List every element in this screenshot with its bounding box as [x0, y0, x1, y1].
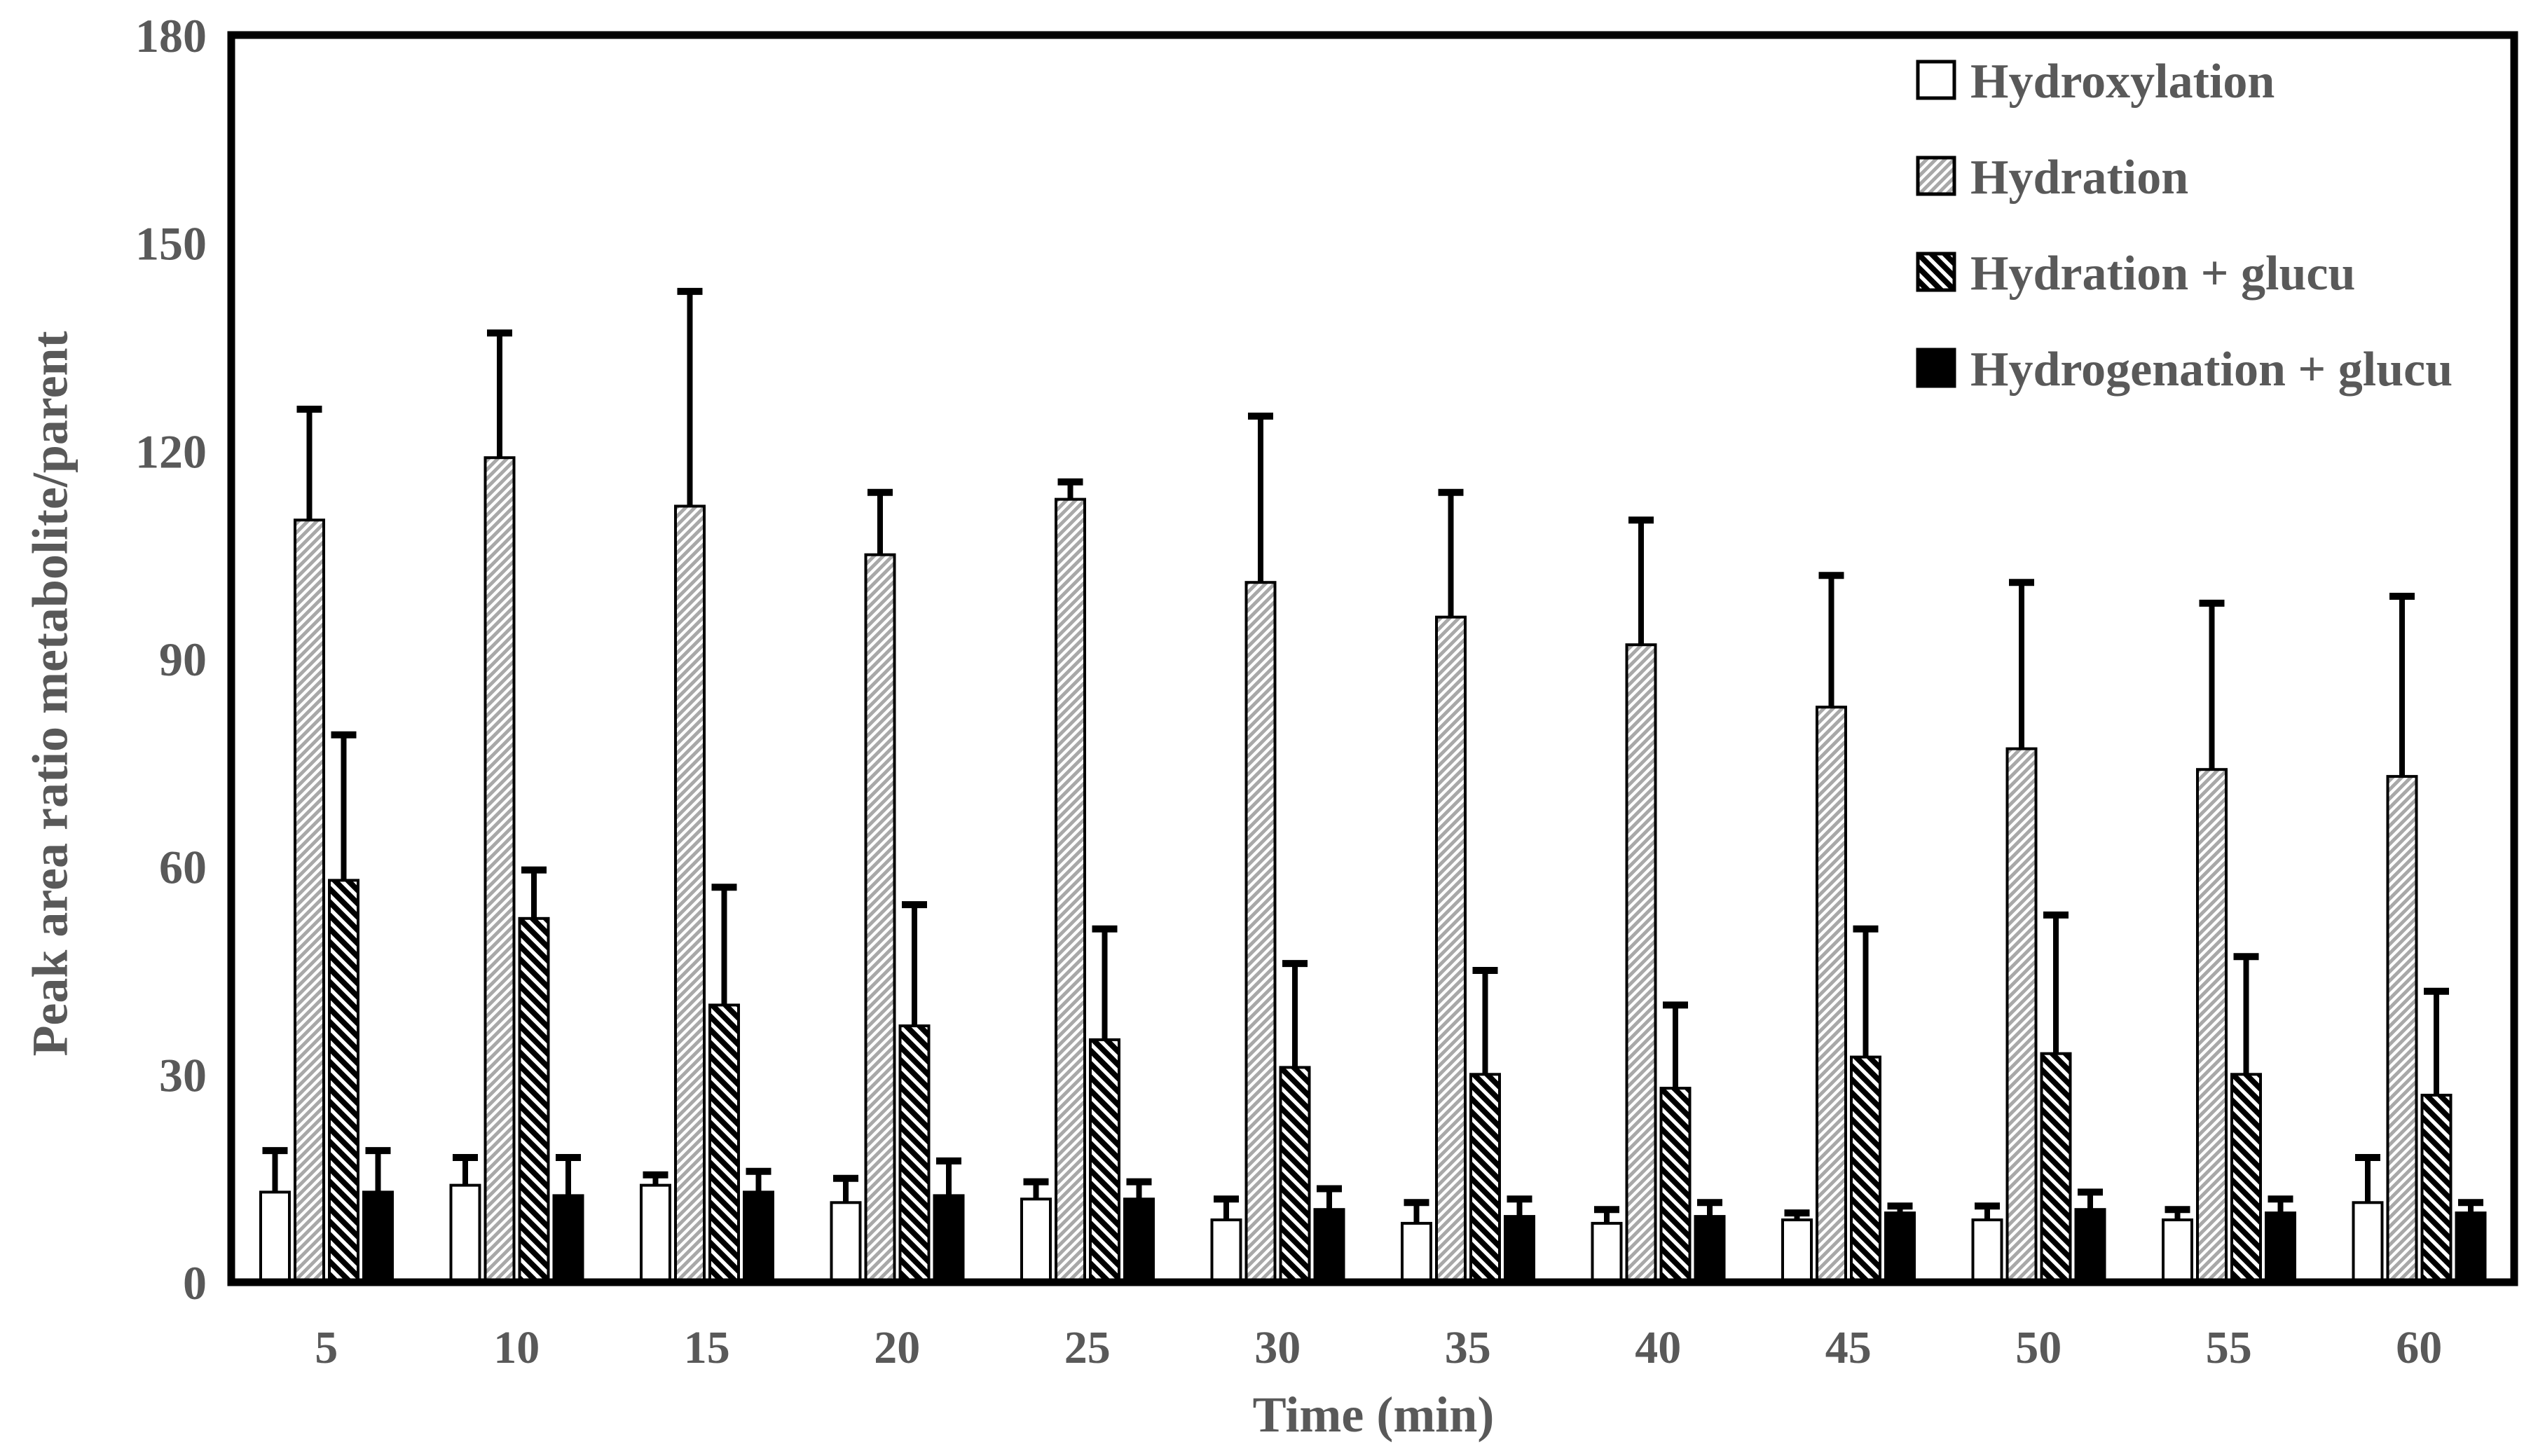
bar-hydrogenation-glucu-15: [743, 1190, 774, 1284]
x-tick-label-20: 20: [874, 1322, 920, 1373]
bar-hydrogenation-glucu-50: [2074, 1208, 2106, 1284]
plot-border: [227, 31, 2518, 1286]
bar-hydrogenation-glucu-25: [1123, 1197, 1155, 1284]
bar-hydration-glucu-35: [1469, 1073, 1501, 1284]
bar-hydroxylation-15: [640, 1183, 671, 1284]
bar-hydrogenation-glucu-10: [552, 1194, 584, 1284]
bar-hydrogenation-glucu-45: [1884, 1211, 1916, 1284]
bar-hydration-30: [1244, 581, 1277, 1284]
bar-hydration-5: [294, 518, 325, 1284]
legend: Hydroxylation Hydration Hydration + glucu H…: [1916, 55, 2453, 397]
legend-swatch-hydration-glucu: [1916, 252, 1956, 292]
bar-hydrogenation-glucu-5: [362, 1190, 394, 1284]
bar-hydroxylation-45: [1781, 1218, 1813, 1284]
bar-hydration-glucu-50: [2040, 1052, 2072, 1284]
bar-hydroxylation-60: [2352, 1201, 2384, 1284]
bar-hydration-55: [2196, 768, 2228, 1284]
x-tick-label-60: 60: [2396, 1322, 2442, 1373]
axis-ticks-layer: 0 30 60 90 120 150 180 5 10 15 20 25 30 35 40 45 50 55 60: [135, 9, 2442, 1373]
x-tick-label-40: 40: [1635, 1322, 1681, 1373]
y-tick-label-180: 180: [135, 9, 207, 62]
bar-hydrogenation-glucu-35: [1504, 1215, 1535, 1284]
bar-hydration-35: [1435, 615, 1467, 1284]
bar-hydration-glucu-20: [898, 1024, 931, 1284]
x-tick-label-30: 30: [1254, 1322, 1301, 1373]
bar-hydration-glucu-10: [518, 916, 550, 1284]
bars-layer: [259, 456, 2487, 1284]
bar-hydration-glucu-40: [1659, 1087, 1692, 1284]
error-bars-layer: [262, 287, 2483, 1223]
y-tick-label-150: 150: [135, 217, 207, 270]
y-tick-label-0: 0: [183, 1256, 207, 1310]
legend-label-hydration: Hydration: [1970, 151, 2188, 205]
bar-hydroxylation-20: [830, 1201, 862, 1284]
legend-swatch-hydration: [1916, 156, 1956, 196]
bar-hydration-20: [864, 553, 896, 1284]
bar-hydration-glucu-55: [2230, 1073, 2262, 1284]
plot-frame-layer: [227, 31, 2518, 1286]
bar-hydroxylation-55: [2162, 1218, 2193, 1284]
bar-hydroxylation-10: [449, 1183, 481, 1284]
y-axis-title: Peak area ratio metabolite/parent: [22, 331, 78, 1057]
bar-hydrogenation-glucu-20: [933, 1194, 965, 1284]
bar-hydrogenation-glucu-30: [1313, 1208, 1345, 1284]
bar-hydration-glucu-30: [1279, 1066, 1311, 1284]
x-axis-title: Time (min): [1252, 1387, 1495, 1443]
bar-hydration-50: [2005, 747, 2038, 1284]
legend-swatch-hydroxylation: [1916, 60, 1956, 100]
bar-hydration-glucu-60: [2420, 1094, 2453, 1284]
bar-hydration-45: [1816, 706, 1847, 1284]
bar-hydrogenation-glucu-55: [2265, 1211, 2296, 1284]
x-tick-label-25: 25: [1064, 1322, 1111, 1373]
y-tick-label-60: 60: [159, 841, 207, 894]
bar-hydration-glucu-5: [328, 879, 359, 1284]
bar-hydration-10: [483, 456, 516, 1284]
bar-hydration-25: [1055, 497, 1086, 1284]
x-tick-label-50: 50: [2015, 1322, 2062, 1373]
y-tick-label-30: 30: [159, 1048, 207, 1101]
bar-hydroxylation-50: [1971, 1218, 2003, 1284]
y-tick-label-120: 120: [135, 425, 207, 478]
legend-label-hydrogenation-glucu: Hydrogenation + glucu: [1970, 343, 2453, 397]
bar-hydrogenation-glucu-60: [2455, 1211, 2487, 1284]
x-tick-label-15: 15: [684, 1322, 730, 1373]
bar-hydration-40: [1625, 643, 1657, 1284]
bar-hydration-glucu-15: [708, 1003, 740, 1284]
bar-hydroxylation-30: [1210, 1218, 1242, 1284]
bar-hydroxylation-25: [1020, 1197, 1052, 1284]
bar-hydroxylation-35: [1401, 1221, 1432, 1284]
bar-hydration-glucu-25: [1089, 1038, 1120, 1284]
x-tick-label-45: 45: [1825, 1322, 1872, 1373]
bar-hydroxylation-5: [259, 1190, 291, 1284]
y-tick-label-90: 90: [159, 633, 207, 686]
legend-swatch-hydrogenation-glucu: [1916, 348, 1956, 388]
bar-hydration-60: [2386, 775, 2418, 1284]
bar-hydration-15: [674, 504, 706, 1284]
x-tick-label-35: 35: [1445, 1322, 1491, 1373]
x-tick-label-55: 55: [2206, 1322, 2252, 1373]
bar-hydration-glucu-45: [1850, 1055, 1881, 1284]
bar-hydrogenation-glucu-40: [1694, 1215, 1726, 1284]
legend-label-hydration-glucu: Hydration + glucu: [1970, 247, 2355, 301]
x-tick-label-10: 10: [493, 1322, 540, 1373]
x-tick-label-5: 5: [315, 1322, 338, 1373]
legend-label-hydroxylation: Hydroxylation: [1970, 55, 2275, 109]
bar-hydroxylation-40: [1591, 1221, 1623, 1284]
